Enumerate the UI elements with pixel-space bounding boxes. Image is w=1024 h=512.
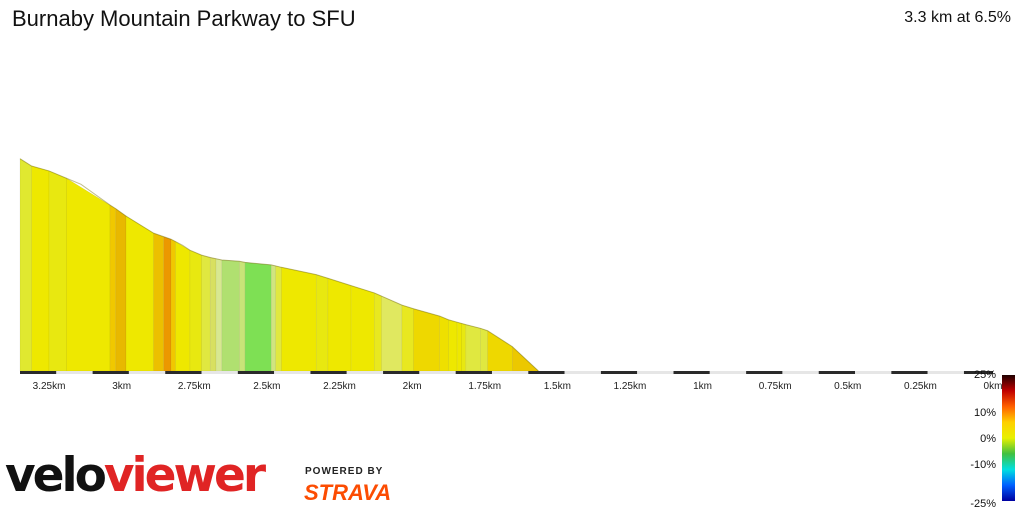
gradient-scale-label: 25% (974, 369, 996, 381)
x-tick-label: 0km (984, 381, 1003, 392)
axis-stripe (201, 371, 238, 374)
profile-segment[interactable] (465, 324, 481, 372)
axis-stripe (128, 371, 166, 374)
profile-segment[interactable] (480, 327, 488, 372)
axis-stripe (818, 371, 856, 374)
profile-segment[interactable] (244, 262, 272, 372)
axis-stripe (20, 371, 57, 374)
x-tick-label: 2.25km (323, 381, 356, 392)
profile-segment[interactable] (19, 158, 32, 372)
axis-stripe (310, 371, 347, 374)
axis-stripe (637, 371, 674, 374)
x-tick-label: 3.25km (33, 381, 66, 392)
x-tick-label: 0.25km (904, 381, 937, 392)
veloviewer-logo[interactable]: veloviewer (5, 446, 266, 506)
profile-segment[interactable] (448, 319, 458, 372)
axis-stripe (491, 371, 529, 374)
gradient-scale-label: 0% (980, 433, 996, 445)
profile-segment[interactable] (209, 257, 217, 372)
x-tick-label: 2.75km (178, 381, 211, 392)
x-tick-label: 0.5km (834, 381, 861, 392)
profile-segment[interactable] (327, 277, 352, 372)
axis-stripe (528, 371, 565, 374)
profile-segment[interactable] (439, 315, 449, 372)
profile-segment[interactable] (153, 232, 165, 372)
axis-stripe (564, 371, 601, 374)
profile-segment[interactable] (163, 236, 172, 372)
x-tick-label: 2.5km (253, 381, 280, 392)
profile-segment[interactable] (215, 258, 223, 372)
gradient-color-bar (1002, 375, 1015, 501)
profile-area (19, 158, 540, 372)
logo-velo: velo (5, 448, 107, 503)
axis-stripe (963, 371, 993, 374)
axis-stripe (673, 371, 710, 374)
axis-stripe (92, 371, 129, 374)
profile-segment[interactable] (350, 285, 375, 372)
profile-segment[interactable] (109, 204, 117, 372)
profile-segment[interactable] (170, 238, 176, 372)
page-title: Burnaby Mountain Parkway to SFU (12, 6, 356, 31)
axis-stripe (165, 371, 202, 374)
strava-logo[interactable]: STRAVA (304, 480, 392, 505)
profile-segment[interactable] (381, 295, 403, 372)
elevation-outline (19, 158, 539, 372)
axis-stripe (782, 371, 819, 374)
axis-stripe (709, 371, 747, 374)
profile-segment[interactable] (270, 264, 276, 372)
x-tick-label: 1km (693, 381, 712, 392)
axis-stripe (746, 371, 783, 374)
profile-segment[interactable] (461, 323, 467, 372)
profile-segment[interactable] (315, 274, 329, 372)
segment-summary: 3.3 km at 6.5% (904, 9, 1011, 26)
distance-axis: 3.25km 3km 2.75km 2.5km 2.25km 2km 1.75km 1.5km… (20, 371, 1002, 392)
x-tick-label: 3km (112, 381, 131, 392)
axis-stripe (383, 371, 420, 374)
axis-stripe (419, 371, 456, 374)
x-tick-label: 1.75km (468, 381, 501, 392)
profile-segment[interactable] (66, 177, 111, 372)
axis-stripe (891, 371, 928, 374)
gradient-scale-label: -10% (970, 459, 996, 471)
profile-segment[interactable] (281, 266, 317, 372)
logo-viewer: viewer (103, 448, 266, 503)
profile-segment[interactable] (201, 254, 211, 372)
axis-stripe (927, 371, 964, 374)
profile-segment[interactable] (221, 259, 240, 372)
profile-segment[interactable] (125, 215, 154, 372)
profile-segment[interactable] (48, 170, 67, 372)
axis-stripe (56, 371, 93, 374)
profile-segment[interactable] (275, 265, 282, 372)
gradient-scale: 25% 10% 0% -10% -25% (970, 369, 1015, 510)
profile-segment[interactable] (413, 308, 440, 372)
profile-segment[interactable] (31, 165, 50, 372)
x-tick-label: 0.75km (759, 381, 792, 392)
profile-segment[interactable] (115, 208, 127, 372)
axis-stripe (274, 371, 311, 374)
gradient-scale-label: 10% (974, 407, 996, 419)
axis-stripe (600, 371, 638, 374)
profile-segment[interactable] (374, 292, 382, 372)
axis-stripe (237, 371, 275, 374)
profile-segment[interactable] (401, 304, 414, 372)
x-tick-label: 2km (403, 381, 422, 392)
powered-by-label: POWERED BY (305, 466, 384, 477)
axis-stripe (455, 371, 492, 374)
gradient-scale-label: -25% (970, 498, 996, 510)
profile-segment[interactable] (189, 249, 202, 372)
profile-segment[interactable] (487, 330, 513, 372)
profile-segment[interactable] (238, 260, 246, 372)
profile-segment[interactable] (175, 240, 191, 372)
axis-stripe (855, 371, 892, 374)
profile-segment[interactable] (456, 321, 462, 372)
axis-stripe (346, 371, 384, 374)
x-tick-label: 1.25km (614, 381, 647, 392)
x-tick-label: 1.5km (544, 381, 571, 392)
